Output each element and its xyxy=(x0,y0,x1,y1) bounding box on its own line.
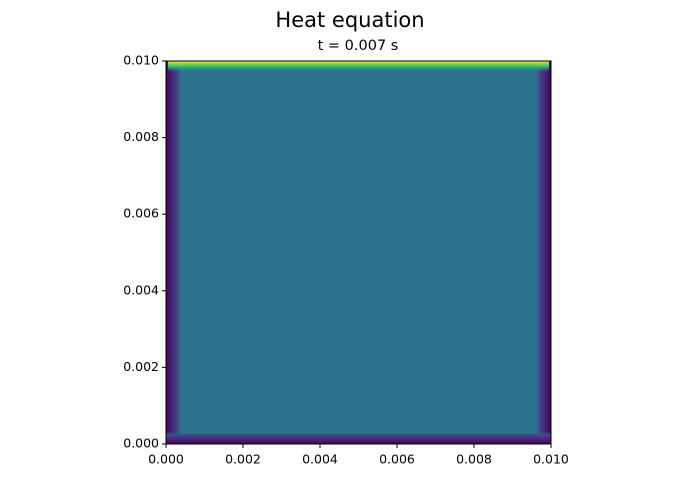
chart-title: Heat equation xyxy=(275,8,424,32)
axes-frame xyxy=(165,60,552,445)
x-tick-label: 0.004 xyxy=(302,452,338,467)
x-tick-label: 0.010 xyxy=(533,452,569,467)
y-tick-label: 0.004 xyxy=(123,282,159,297)
x-tick-label: 0.006 xyxy=(379,452,415,467)
y-tick-label: 0.002 xyxy=(123,359,159,374)
y-tick-label: 0.000 xyxy=(123,436,159,451)
x-tick-label: 0.008 xyxy=(456,452,492,467)
heatmap-field xyxy=(166,61,551,444)
y-tick-label: 0.006 xyxy=(123,206,159,221)
chart-subtitle: t = 0.007 s xyxy=(318,38,399,54)
y-tick-label: 0.008 xyxy=(123,129,159,144)
x-tick-label: 0.002 xyxy=(225,452,261,467)
x-tick-label: 0.000 xyxy=(148,452,184,467)
y-tick-label: 0.010 xyxy=(123,53,159,68)
